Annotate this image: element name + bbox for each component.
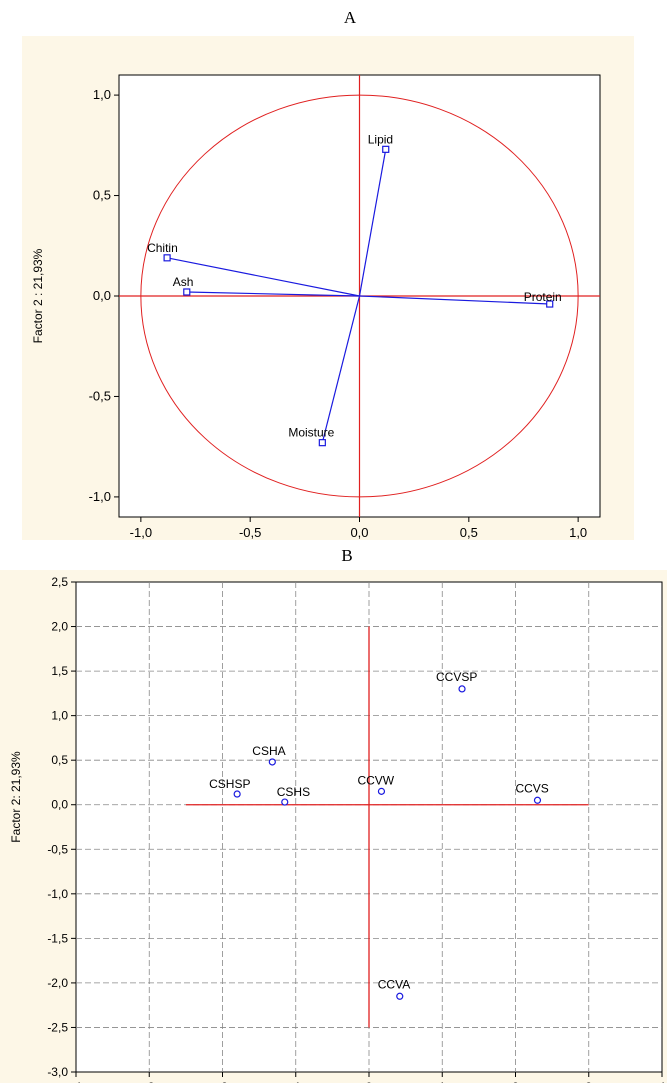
loading-point [382, 145, 390, 153]
x-tick-label: 0,0 [350, 525, 368, 540]
loading-vector [321, 295, 361, 443]
point-label: CCVW [357, 773, 394, 787]
y-tick-label: -2,5 [47, 1020, 68, 1034]
x-tick-label: -1,0 [130, 525, 152, 540]
x-tick-label: -4 [71, 1080, 82, 1083]
y-tick-label: 0,0 [51, 798, 68, 812]
pca-scores-chart: -4 -3 -2 -1 0 1 2 3 4 2,5 2,0 1,5 1,0 0,5 0,0 -0,5 -1,0 -… [9, 575, 666, 1083]
x-tick-label: 2 [512, 1080, 519, 1083]
loading-point [546, 300, 554, 308]
loading-point [318, 439, 326, 447]
panel-a-label: A [343, 8, 357, 27]
point-label: Moisture [288, 426, 334, 440]
point-label: Chitin [147, 241, 178, 255]
y-tick-label: -2,0 [47, 976, 68, 990]
y-tick-label: 0,5 [51, 753, 68, 767]
score-point [268, 758, 276, 766]
y-axis-label: Factor 2: 21,93% [9, 751, 23, 843]
score-point [396, 992, 404, 1000]
chart-panel-a: -1,0 -0,5 0,0 0,5 1,0 1,0 0,5 0,0 -0,5 -1,0 Factor… [22, 36, 634, 540]
point-label: Ash [173, 275, 194, 289]
y-tick-label: 2,5 [51, 575, 68, 589]
x-tick-label: 1 [439, 1080, 446, 1083]
x-tick-label: -2 [217, 1080, 228, 1083]
point-label: CCVSP [436, 670, 477, 684]
point-label: Protein [524, 290, 562, 304]
score-point [377, 787, 386, 795]
pca-loadings-chart: -1,0 -0,5 0,0 0,5 1,0 1,0 0,5 0,0 -0,5 -1,0 Factor… [31, 74, 601, 540]
panel-b-label: B [341, 546, 353, 565]
chart-panel-b: -4 -3 -2 -1 0 1 2 3 4 2,5 2,0 1,5 1,0 0,5 0,0 -0,5 -1,0 -… [0, 570, 667, 1083]
y-tick-label: -1,0 [47, 887, 68, 901]
y-tick-label: -0,5 [89, 388, 111, 403]
x-tick-label: 3 [585, 1080, 592, 1083]
x-tick-label: 0 [366, 1080, 373, 1083]
loading-point [163, 254, 171, 262]
score-point [458, 685, 466, 693]
y-tick-label: -0,5 [47, 842, 68, 856]
loading-vector [166, 257, 360, 297]
point-label: CSHS [277, 785, 310, 799]
loading-point [183, 288, 191, 296]
y-tick-label: -3,0 [47, 1065, 68, 1079]
x-tick-label: -1 [290, 1080, 301, 1083]
y-tick-label: 1,0 [51, 709, 68, 723]
point-label: Lipid [368, 132, 393, 146]
y-tick-label: 1,0 [93, 87, 111, 102]
x-tick-label: -3 [144, 1080, 155, 1083]
point-label: CCVS [515, 781, 548, 795]
y-tick-label: -1,0 [89, 489, 111, 504]
y-tick-label: 0,5 [93, 188, 111, 203]
score-point [533, 796, 542, 804]
y-axis-label: Factor 2 : 21,93% [31, 248, 45, 343]
loading-vector [359, 295, 550, 305]
point-label: CCVA [378, 977, 410, 991]
y-tick-label: -1,5 [47, 931, 68, 945]
point-label: CSHA [252, 744, 285, 758]
x-tick-label: 0,5 [460, 525, 478, 540]
y-tick-label: 1,5 [51, 664, 68, 678]
loading-vector [358, 149, 387, 297]
x-tick-label: 4 [659, 1080, 666, 1083]
y-tick-label: 2,0 [51, 620, 68, 634]
x-tick-label: 1,0 [569, 525, 587, 540]
loading-vector [186, 291, 360, 297]
score-point [233, 790, 241, 798]
score-point [281, 798, 289, 806]
y-tick-label: 0,0 [93, 288, 111, 303]
point-label: CSHSP [209, 777, 250, 791]
x-tick-label: -0,5 [239, 525, 261, 540]
